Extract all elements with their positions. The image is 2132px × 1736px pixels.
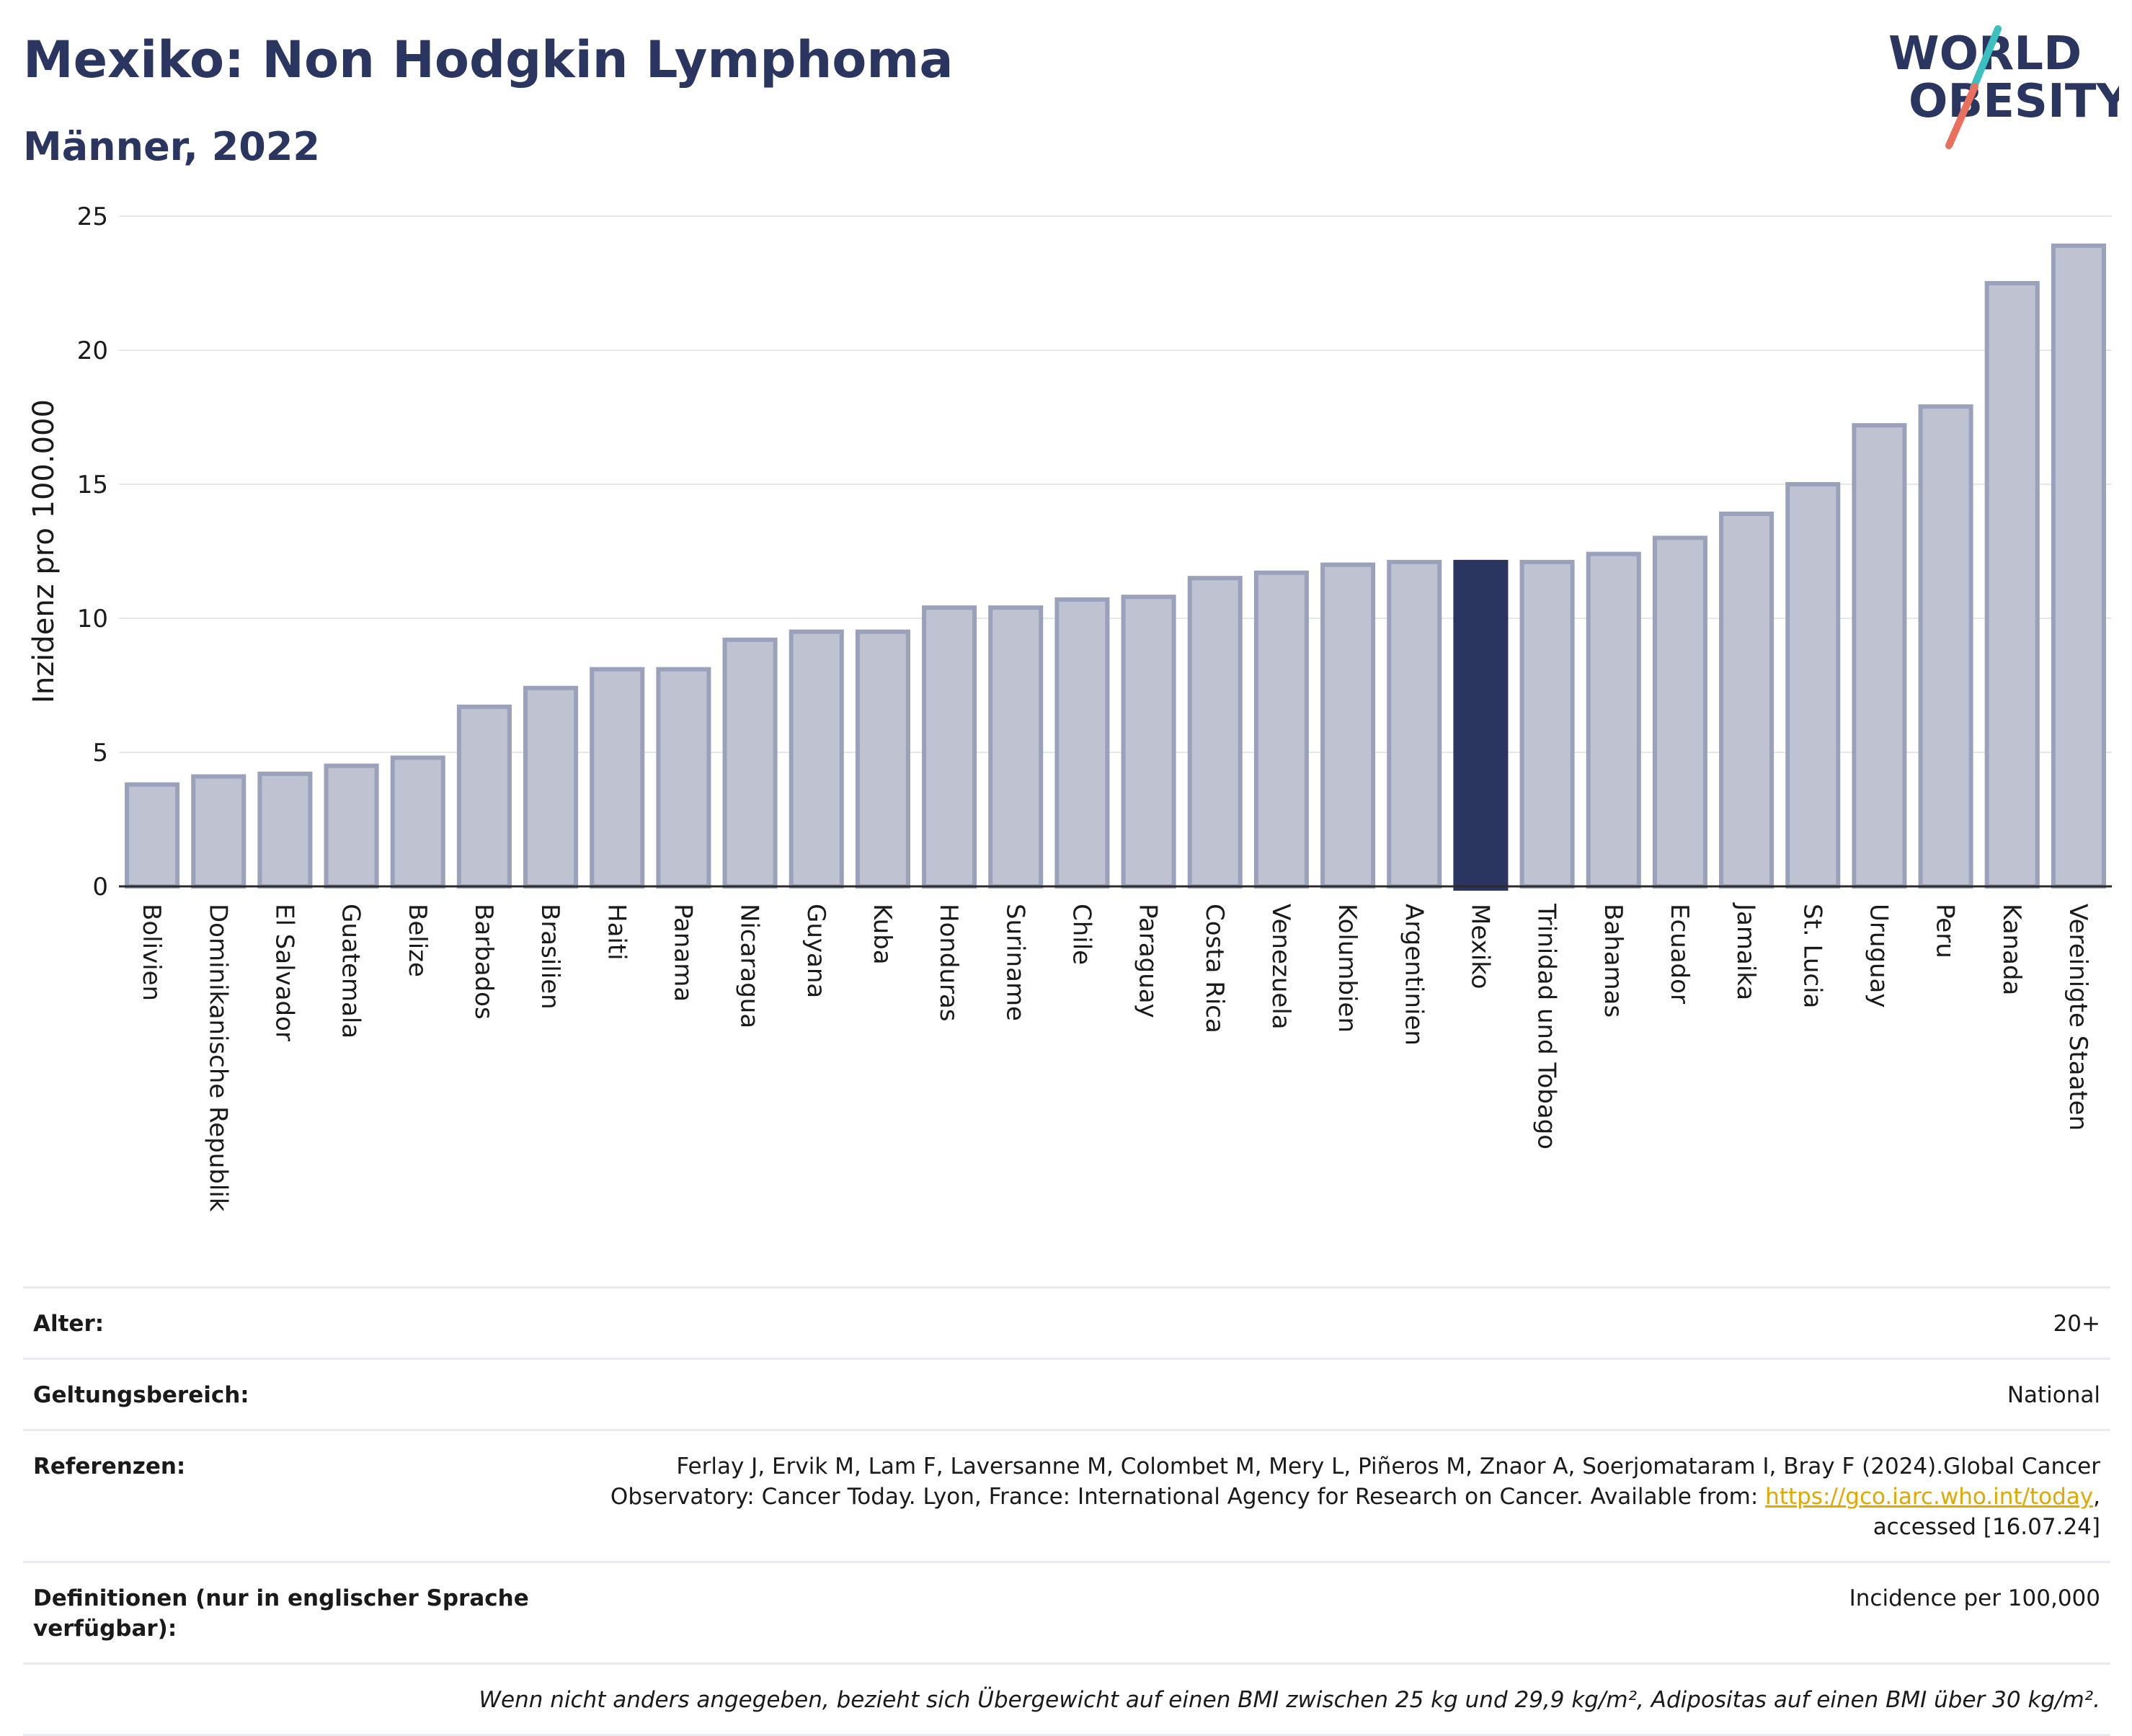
- y-tick-label: 5: [92, 739, 108, 767]
- bar[interactable]: [789, 629, 844, 889]
- x-tick-label: Vereinigte Staaten: [2064, 904, 2092, 1131]
- bar-chart: 0 5 10 15 20 25 Bolivien Dominikanische Republ…: [27, 202, 2112, 1212]
- x-tick-label: Brasilien: [536, 904, 564, 1010]
- info-row-note: Wenn nicht anders angegeben, bezieht sic…: [23, 1662, 2110, 1736]
- chart-title: Mexiko: Non Hodgkin Lymphoma: [23, 30, 954, 89]
- bar[interactable]: [1785, 482, 1841, 889]
- bar[interactable]: [1453, 559, 1509, 891]
- bar[interactable]: [390, 755, 445, 889]
- info-row-scope: Geltungsbereich: National: [23, 1358, 2110, 1429]
- x-tick-label: Kanada: [1997, 904, 2026, 995]
- bar[interactable]: [1253, 570, 1309, 889]
- x-tick-label: Barbados: [469, 904, 498, 1020]
- y-tick-label: 25: [77, 202, 108, 231]
- bar[interactable]: [456, 704, 512, 889]
- y-tick-label: 0: [92, 873, 108, 902]
- x-tick-label: Belize: [403, 904, 432, 977]
- x-tick-label: Guatemala: [337, 904, 365, 1038]
- bar[interactable]: [1918, 404, 1973, 889]
- bar[interactable]: [722, 637, 778, 889]
- chart-subtitle: Männer, 2022: [23, 124, 320, 169]
- info-row-age: Alter: 20+: [23, 1286, 2110, 1358]
- y-axis-label: Inzidenz pro 100.000: [27, 399, 61, 703]
- x-tick-label: Jamaika: [1731, 902, 1760, 1000]
- x-tick-label: Suriname: [1000, 904, 1029, 1021]
- definitions-label: Definitionen (nur in englischer Sprache …: [33, 1585, 529, 1642]
- logo-text-obesity: OBESITY: [1909, 75, 2119, 128]
- x-tick-label: Kolumbien: [1333, 904, 1362, 1033]
- info-row-references: Referenzen: Ferlay J, Ervik M, Lam F, La…: [23, 1429, 2110, 1561]
- x-axis-labels: Bolivien Dominikanische Republik El Salvad…: [137, 902, 2092, 1212]
- logo-slash-coral: [1945, 83, 1978, 149]
- bar[interactable]: [1852, 423, 1907, 889]
- x-tick-label: Paraguay: [1134, 904, 1163, 1018]
- x-tick-label: Dominikanische Republik: [203, 904, 232, 1212]
- y-axis-ticks: 0 5 10 15 20 25: [77, 202, 108, 902]
- references-value: Ferlay J, Ervik M, Lam F, Laversanne M, …: [552, 1451, 2100, 1542]
- x-tick-label: Haiti: [602, 904, 631, 961]
- bars: [125, 243, 2106, 891]
- references-label: Referenzen:: [33, 1454, 186, 1479]
- info-row-definitions: Definitionen (nur in englischer Sprache …: [23, 1561, 2110, 1662]
- bar[interactable]: [922, 605, 977, 889]
- bar[interactable]: [1586, 551, 1641, 889]
- x-tick-label: Uruguay: [1864, 904, 1893, 1008]
- world-obesity-logo: WORLD OBESITY: [1888, 25, 2119, 149]
- bar[interactable]: [125, 782, 180, 889]
- definitions-value: Incidence per 100,000: [1849, 1585, 2100, 1611]
- y-tick-label: 15: [77, 471, 108, 499]
- x-tick-label: Mexiko: [1465, 904, 1494, 989]
- bar[interactable]: [191, 774, 246, 889]
- x-tick-label: Guyana: [801, 904, 830, 998]
- x-tick-label: Nicaragua: [735, 904, 764, 1028]
- y-tick-label: 20: [77, 337, 108, 365]
- bar[interactable]: [988, 605, 1044, 889]
- references-text-4: accessed [16.07.24]: [1873, 1514, 2100, 1540]
- scope-value: National: [2007, 1382, 2100, 1408]
- references-text-3: ,: [2093, 1484, 2100, 1510]
- x-tick-label: Bahamas: [1599, 904, 1627, 1018]
- x-tick-label: Peru: [1931, 904, 1960, 958]
- references-text-2: Observatory: Cancer Today. Lyon, France:…: [610, 1484, 1766, 1510]
- x-tick-label: Honduras: [934, 904, 963, 1022]
- x-tick-label: Ecuador: [1665, 904, 1694, 1004]
- x-tick-label: Costa Rica: [1200, 904, 1229, 1033]
- bar[interactable]: [1054, 597, 1110, 889]
- x-tick-label: Chile: [1067, 904, 1096, 965]
- x-tick-label: Kuba: [868, 904, 897, 965]
- grid-lines: [119, 215, 2112, 753]
- bar[interactable]: [1387, 559, 1442, 889]
- bar[interactable]: [1719, 511, 1775, 889]
- bar[interactable]: [1519, 559, 1575, 889]
- bar[interactable]: [2051, 243, 2106, 889]
- x-tick-label: Argentinien: [1399, 904, 1428, 1046]
- bar[interactable]: [656, 667, 711, 889]
- bar[interactable]: [324, 763, 379, 889]
- bar[interactable]: [1984, 281, 2040, 889]
- x-tick-label: El Salvador: [270, 904, 298, 1041]
- age-value: 20+: [2053, 1311, 2100, 1337]
- x-tick-label: St. Lucia: [1798, 904, 1826, 1008]
- scope-label: Geltungsbereich:: [33, 1382, 249, 1408]
- bar[interactable]: [590, 667, 645, 889]
- references-text-1: Ferlay J, Ervik M, Lam F, Laversanne M, …: [676, 1454, 2100, 1479]
- bar[interactable]: [523, 685, 579, 889]
- bar[interactable]: [855, 629, 910, 889]
- references-link[interactable]: https://gco.iarc.who.int/today: [1765, 1484, 2094, 1510]
- bmi-note: Wenn nicht anders angegeben, bezieht sic…: [479, 1687, 2100, 1713]
- bar[interactable]: [1121, 595, 1176, 889]
- age-label: Alter:: [33, 1311, 105, 1337]
- x-tick-label: Venezuela: [1266, 904, 1295, 1030]
- bar[interactable]: [1320, 562, 1376, 889]
- bar[interactable]: [1652, 535, 1707, 889]
- logo-slash-teal: [1970, 25, 2002, 92]
- y-tick-label: 10: [77, 605, 108, 633]
- bar[interactable]: [257, 771, 313, 889]
- x-tick-label: Bolivien: [137, 904, 166, 1001]
- x-tick-label: Trinidad und Tobago: [1532, 903, 1561, 1149]
- bar[interactable]: [1187, 576, 1243, 889]
- info-table: Alter: 20+ Geltungsbereich: National Ref…: [23, 1286, 2110, 1736]
- x-tick-label: Panama: [668, 904, 697, 1002]
